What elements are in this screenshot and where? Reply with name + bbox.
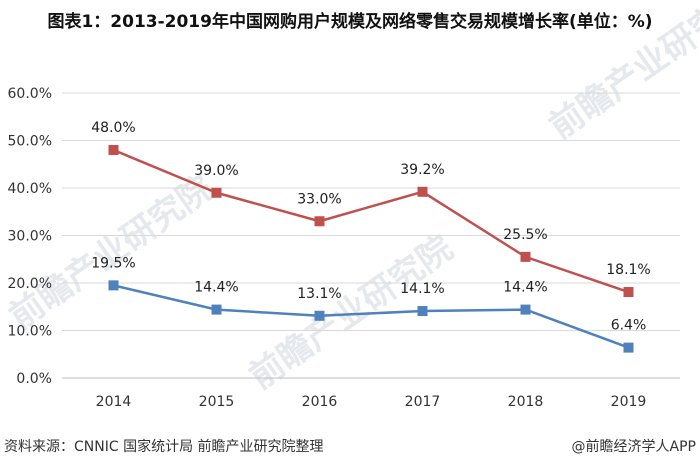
data-point: [623, 287, 634, 298]
data-point: [108, 145, 119, 155]
data-label: 14.1%: [400, 281, 444, 297]
data-label: 25.5%: [503, 227, 547, 243]
data-label: 14.4%: [503, 280, 547, 296]
gridlines: [62, 92, 680, 379]
x-tick-label: 2016: [302, 394, 338, 410]
x-tick-label: 2015: [199, 394, 235, 410]
y-tick-label: 40.0%: [8, 181, 52, 197]
x-tick-label: 2018: [508, 394, 544, 410]
x-tick-label: 2017: [405, 394, 441, 410]
brand-label: @前瞻经济学人APP: [571, 439, 696, 455]
series-2: 19.5% 14.4% 13.1% 14.1% 14.4% 6.4%: [91, 255, 647, 353]
series-line: [113, 148, 629, 294]
data-point: [211, 304, 222, 315]
series-line: [113, 284, 629, 349]
chart-title: 图表1：2013-2019年中国网购用户规模及网络零售交易规模增长率(单位：%): [47, 12, 653, 32]
data-label: 48.0%: [91, 120, 135, 136]
data-label: 33.0%: [297, 191, 341, 207]
data-label: 19.5%: [91, 255, 135, 271]
data-label: 39.2%: [400, 162, 444, 178]
series-layer: 48.0% 39.0% 33.0% 39.2% 25.5% 18.1% 19.5% 14.4%…: [91, 120, 651, 353]
data-point: [314, 310, 325, 321]
y-tick-label: 60.0%: [8, 86, 52, 102]
data-point: [108, 280, 119, 291]
data-label: 39.0%: [194, 163, 238, 179]
data-point: [314, 216, 325, 227]
data-point: [520, 251, 531, 262]
data-point: [623, 342, 634, 353]
data-label: 13.1%: [297, 286, 341, 302]
x-tick-label: 2014: [96, 394, 132, 410]
x-tick-label: 2019: [611, 394, 647, 410]
data-point: [211, 187, 222, 198]
y-tick-label: 50.0%: [8, 134, 52, 150]
data-label: 6.4%: [611, 318, 647, 334]
y-tick-label: 10.0%: [8, 324, 52, 340]
y-tick-label: 0.0%: [16, 371, 52, 387]
data-point: [520, 304, 531, 315]
y-axis: 0.0% 10.0% 20.0% 30.0% 40.0% 50.0% 60.0%: [8, 86, 52, 387]
x-axis: 2014 2015 2016 2017 2018 2019: [96, 394, 647, 410]
series-1: 48.0% 39.0% 33.0% 39.2% 25.5% 18.1%: [91, 120, 651, 298]
data-label: 18.1%: [606, 262, 650, 278]
source-note: 资料来源：CNNIC 国家统计局 前瞻产业研究院整理: [4, 439, 324, 455]
data-label: 14.4%: [194, 280, 238, 296]
data-point: [417, 186, 428, 197]
data-point: [417, 306, 428, 317]
watermark-text: 前瞻产业研究院: [542, 0, 700, 147]
y-tick-label: 30.0%: [8, 229, 52, 245]
y-tick-label: 20.0%: [8, 276, 52, 292]
